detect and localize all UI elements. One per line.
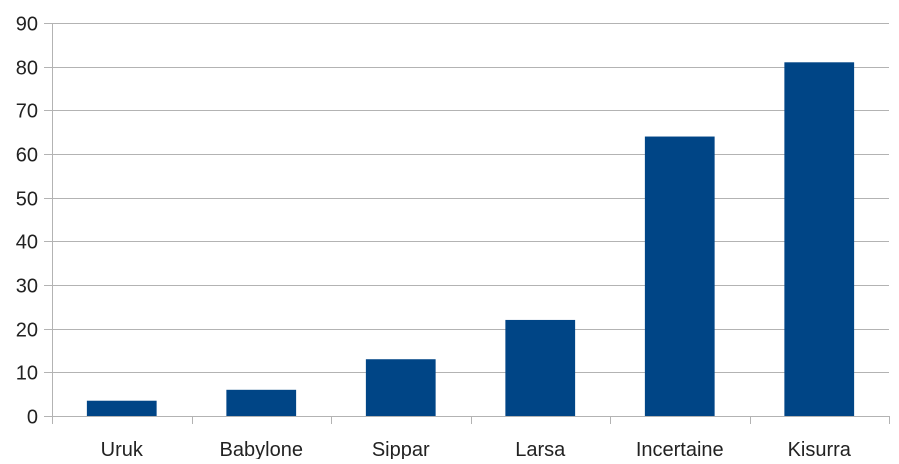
y-tick-label: 30 [16,276,38,298]
x-tick-label: Sippar [372,439,430,459]
bars [86,62,855,417]
x-tick-labels: Uruk Babylone Sippar Larsa Incertaine Kisurra [101,439,852,461]
x-tick-label: Babylone [220,439,303,459]
bar-kisurra [784,62,855,417]
y-tick-label: 70 [16,101,38,123]
y-tick-label: 50 [16,189,38,211]
y-tick-label: 80 [16,58,38,80]
y-tick-label: 40 [16,232,38,254]
x-tick-label: Incertaine [636,439,724,459]
bar-larsa [505,319,576,416]
y-tick-label: 90 [16,14,38,36]
x-tick-label: Kisurra [788,439,852,459]
y-tick-label: 20 [16,320,38,342]
gridlines [52,23,889,417]
bar-incertaine [644,136,715,417]
y-tick-label: 0 [27,407,38,429]
bar-uruk [86,400,157,416]
bar-sippar [365,359,436,416]
axes [44,23,890,424]
x-tick-label: Uruk [101,439,144,459]
y-tick-label: 10 [16,363,38,385]
x-tick-label: Larsa [515,439,566,459]
y-tick-labels: 0 10 20 30 40 50 60 70 80 90 [16,14,38,429]
bar-babylone [226,389,297,416]
y-tick-label: 60 [16,145,38,167]
